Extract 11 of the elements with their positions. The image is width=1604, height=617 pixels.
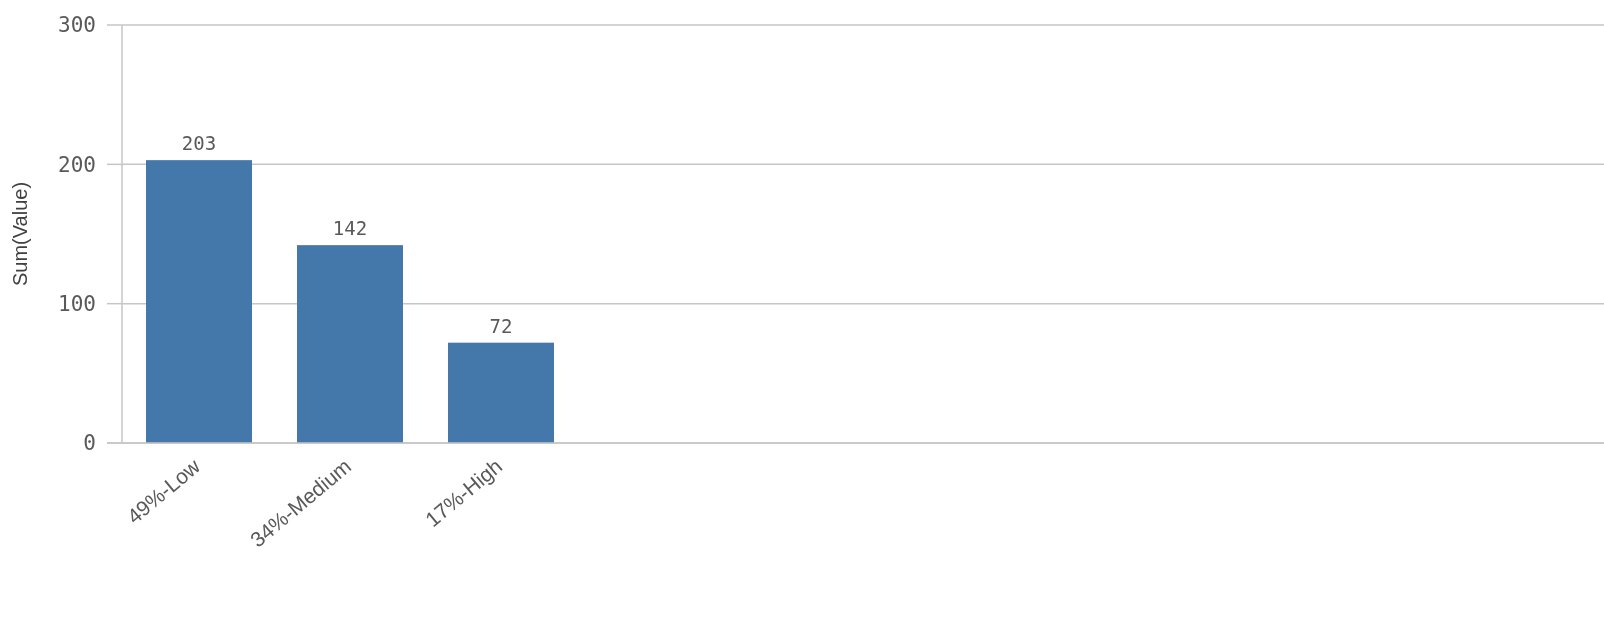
y-tick-label: 200 (58, 152, 96, 177)
bar (146, 160, 252, 443)
data-label: 142 (332, 217, 368, 240)
y-tick-label: 0 (83, 431, 96, 456)
data-label: 203 (181, 132, 217, 155)
y-tick-label: 100 (58, 292, 96, 317)
bar (297, 245, 403, 443)
y-tick-label: 300 (58, 13, 96, 38)
bar (448, 342, 554, 443)
y-axis-title: Sum(Value) (9, 181, 31, 287)
data-label: 72 (489, 314, 513, 337)
